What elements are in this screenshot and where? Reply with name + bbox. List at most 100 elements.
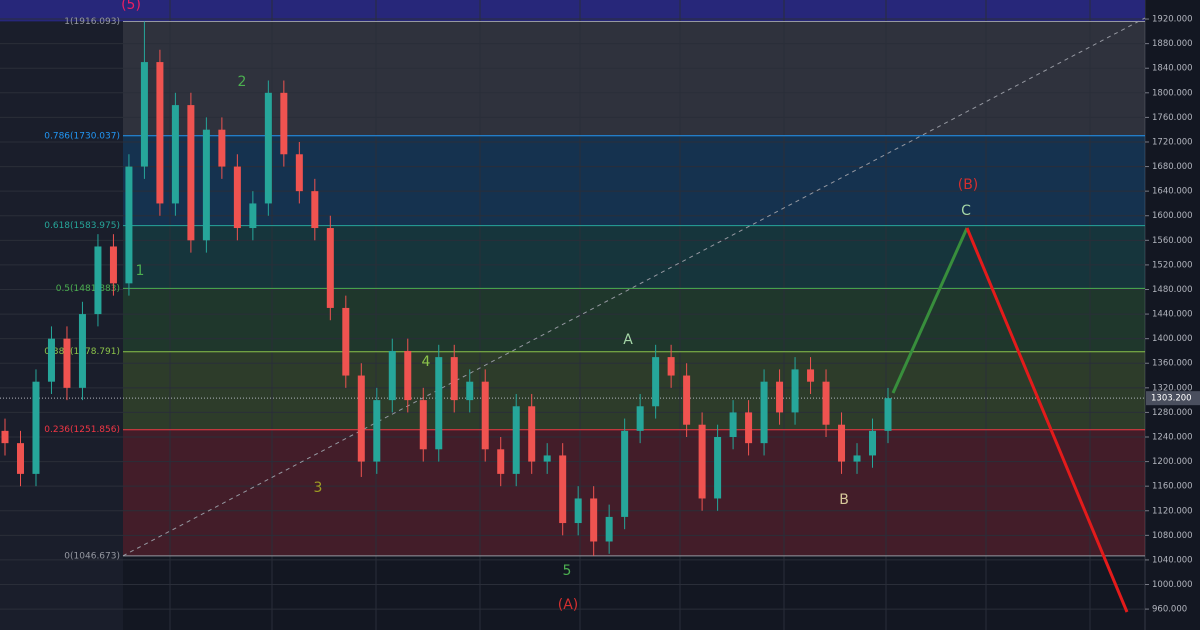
y-tick-label: 1920.000 xyxy=(1152,15,1193,25)
fib-band xyxy=(123,135,1145,226)
candle-body xyxy=(280,92,288,155)
candle-body xyxy=(47,338,55,382)
candle-body xyxy=(94,246,102,315)
candle-body xyxy=(528,406,536,462)
y-tick-label: 1560.000 xyxy=(1152,236,1193,246)
y-tick-label: 1600.000 xyxy=(1152,211,1193,221)
candle-body xyxy=(311,191,319,229)
candle-body xyxy=(714,437,722,499)
candle-body xyxy=(140,62,148,167)
left-shade xyxy=(0,21,123,630)
y-tick-label: 1840.000 xyxy=(1152,64,1193,74)
candle-body xyxy=(884,398,892,431)
candle-body xyxy=(202,129,210,241)
candle-body xyxy=(791,369,799,413)
candle-body xyxy=(621,430,629,517)
candle-body xyxy=(171,105,179,204)
candle-body xyxy=(760,381,768,444)
candle-body xyxy=(187,105,195,241)
fib-label: 0.236(1251.856) xyxy=(44,425,120,435)
upper-band xyxy=(0,0,1145,22)
candle-body xyxy=(729,412,737,438)
candle-body xyxy=(481,381,489,450)
fib-band xyxy=(123,21,1145,136)
y-tick-label: 1160.000 xyxy=(1152,482,1193,492)
y-tick-label: 1440.000 xyxy=(1152,310,1193,320)
y-tick-label: 1720.000 xyxy=(1152,137,1193,147)
fib-label: 0.618(1583.975) xyxy=(44,221,120,231)
fib-label: 1(1916.093) xyxy=(64,17,120,27)
candle-body xyxy=(109,246,117,284)
fib-band xyxy=(123,351,1145,430)
candle-body xyxy=(869,430,877,456)
wave-label: 3 xyxy=(314,480,323,496)
y-tick-label: 1520.000 xyxy=(1152,260,1193,270)
candle-body xyxy=(652,357,660,407)
y-tick-label: 1480.000 xyxy=(1152,285,1193,295)
y-tick-label: 1000.000 xyxy=(1152,580,1193,590)
candle-body xyxy=(373,400,381,462)
candle-body xyxy=(32,381,40,474)
wave-label: (A) xyxy=(558,597,579,613)
projection-down xyxy=(965,227,1129,613)
candle-body xyxy=(326,228,334,308)
candle-body xyxy=(388,350,396,401)
wave-label: (B) xyxy=(958,177,979,193)
candle-body xyxy=(838,424,846,462)
candle-body xyxy=(419,400,427,450)
y-tick-label: 1400.000 xyxy=(1152,334,1193,344)
wave-label: B xyxy=(839,492,849,508)
y-tick-label: 1880.000 xyxy=(1152,39,1193,49)
wave-label: 4 xyxy=(422,354,431,370)
candle-body xyxy=(233,166,241,229)
candle-body xyxy=(605,516,613,542)
candle-body xyxy=(822,381,830,425)
wave-label: 5 xyxy=(563,563,572,579)
y-tick-label: 1360.000 xyxy=(1152,359,1193,369)
candle-body xyxy=(1,430,9,444)
candle-body xyxy=(559,455,567,524)
price-axis-panel xyxy=(1145,0,1200,630)
last-price-tag xyxy=(1146,391,1200,406)
fib-label: 0.5(1481.883) xyxy=(56,284,120,294)
candle-body xyxy=(342,307,350,376)
fib-label: 0(1046.673) xyxy=(64,551,120,561)
candle-body xyxy=(264,92,272,204)
y-tick-label: 1040.000 xyxy=(1152,555,1193,565)
y-tick-label: 1640.000 xyxy=(1152,187,1193,197)
trend-line xyxy=(122,17,1146,557)
y-tick-label: 1320.000 xyxy=(1152,383,1193,393)
fib-label: 0.786(1730.037) xyxy=(44,131,120,141)
candle-body xyxy=(745,412,753,444)
candle-body xyxy=(249,203,257,229)
y-tick-label: 1080.000 xyxy=(1152,531,1193,541)
candle-body xyxy=(776,381,784,413)
y-tick-label: 1120.000 xyxy=(1152,506,1193,516)
candle-body xyxy=(218,129,226,167)
candle-body xyxy=(435,357,443,450)
last-price-label: 1303.200 xyxy=(1151,394,1192,404)
candle-body xyxy=(450,357,458,401)
candle-body xyxy=(853,455,861,462)
candle-body xyxy=(295,154,303,192)
projection-up xyxy=(891,227,969,394)
candle-body xyxy=(667,357,675,376)
wave-label: 2 xyxy=(238,74,247,90)
y-tick-label: 1200.000 xyxy=(1152,457,1193,467)
candle-body xyxy=(125,166,133,284)
candle-body xyxy=(807,369,815,382)
fib-band xyxy=(123,288,1145,352)
y-tick-label: 1240.000 xyxy=(1152,433,1193,443)
fib-band xyxy=(123,225,1145,289)
candle-body xyxy=(63,338,71,388)
candle-body xyxy=(16,443,24,474)
wave-label: C xyxy=(961,203,971,219)
candle-body xyxy=(497,449,505,474)
candle-body xyxy=(357,375,365,462)
y-tick-label: 1760.000 xyxy=(1152,113,1193,123)
wave-label: A xyxy=(623,332,633,348)
candle-body xyxy=(78,314,86,388)
wave-label: 1 xyxy=(136,263,145,279)
candle-body xyxy=(636,406,644,431)
